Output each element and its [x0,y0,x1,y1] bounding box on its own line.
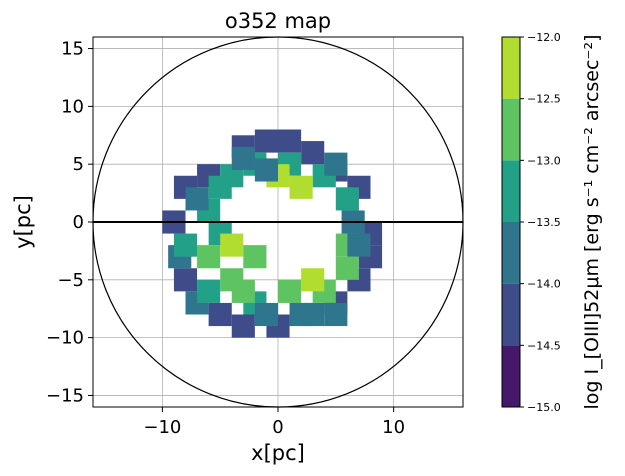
colorbar-tick-label: −13.5 [527,216,561,229]
colorbar-bin [502,222,520,284]
data-cell [243,245,267,269]
data-cell [324,152,348,176]
colorbar-bin [502,345,520,407]
colorbar-tick-label: −15.0 [527,401,561,414]
x-tick-label: 10 [382,417,405,438]
data-cell [208,175,232,199]
data-cell [335,187,359,211]
data-layer [162,129,383,338]
data-cell [197,245,221,269]
y-tick-label: −10 [46,328,84,349]
colorbar-tick-label: −12.0 [527,31,561,44]
y-tick-label: 5 [73,154,84,175]
colorbar: −15.0 −14.5 −14.0 −13.5 −13.0 −12.5 −12.0 [501,31,561,414]
data-cell [324,302,348,327]
data-cell [347,233,371,257]
data-cell [231,146,255,170]
data-cell [254,158,278,182]
data-cell [289,175,313,199]
data-cell [220,233,244,257]
colorbar-tick-label: −13.0 [527,154,561,167]
data-cell [335,256,359,280]
colorbar-bin [502,98,520,161]
data-cell [197,279,221,303]
x-tick-label: −10 [143,417,181,438]
chart-title: o352 map [225,9,331,33]
y-tick-label: 15 [61,39,84,60]
data-cell [173,268,198,292]
colorbar-tick-label: −12.5 [527,93,561,106]
colorbar-bin [502,283,520,346]
colorbar-tick-label: −14.5 [527,339,561,352]
data-cell [185,187,209,211]
data-cell [301,268,325,292]
plot-area: −10 0 10 −15 −10 −5 0 5 10 15 [46,36,464,438]
colorbar-tick-label: −14.0 [527,278,561,291]
data-cell [278,279,302,303]
y-axis-label: y[pc] [11,195,35,249]
y-tick-label: 10 [61,96,84,117]
data-cell [301,141,325,165]
y-tick-label: −5 [57,270,84,291]
data-cell [173,233,198,257]
x-tick-label: 0 [272,417,283,438]
data-cell [231,314,255,338]
colorbar-bin [502,37,520,99]
colorbar-bin [502,160,520,222]
data-cell [278,129,302,153]
data-cell [254,129,278,153]
x-axis-label: x[pc] [251,441,305,465]
colorbar-label: log I_[OIII]52μm [erg s⁻¹ cm⁻² arcsec⁻²] [581,35,603,410]
y-tick-label: −15 [46,385,84,406]
data-cell [208,302,232,327]
data-cell [254,302,278,327]
data-cell [289,302,313,327]
y-tick-label: 0 [73,212,84,233]
data-cell [231,279,255,303]
